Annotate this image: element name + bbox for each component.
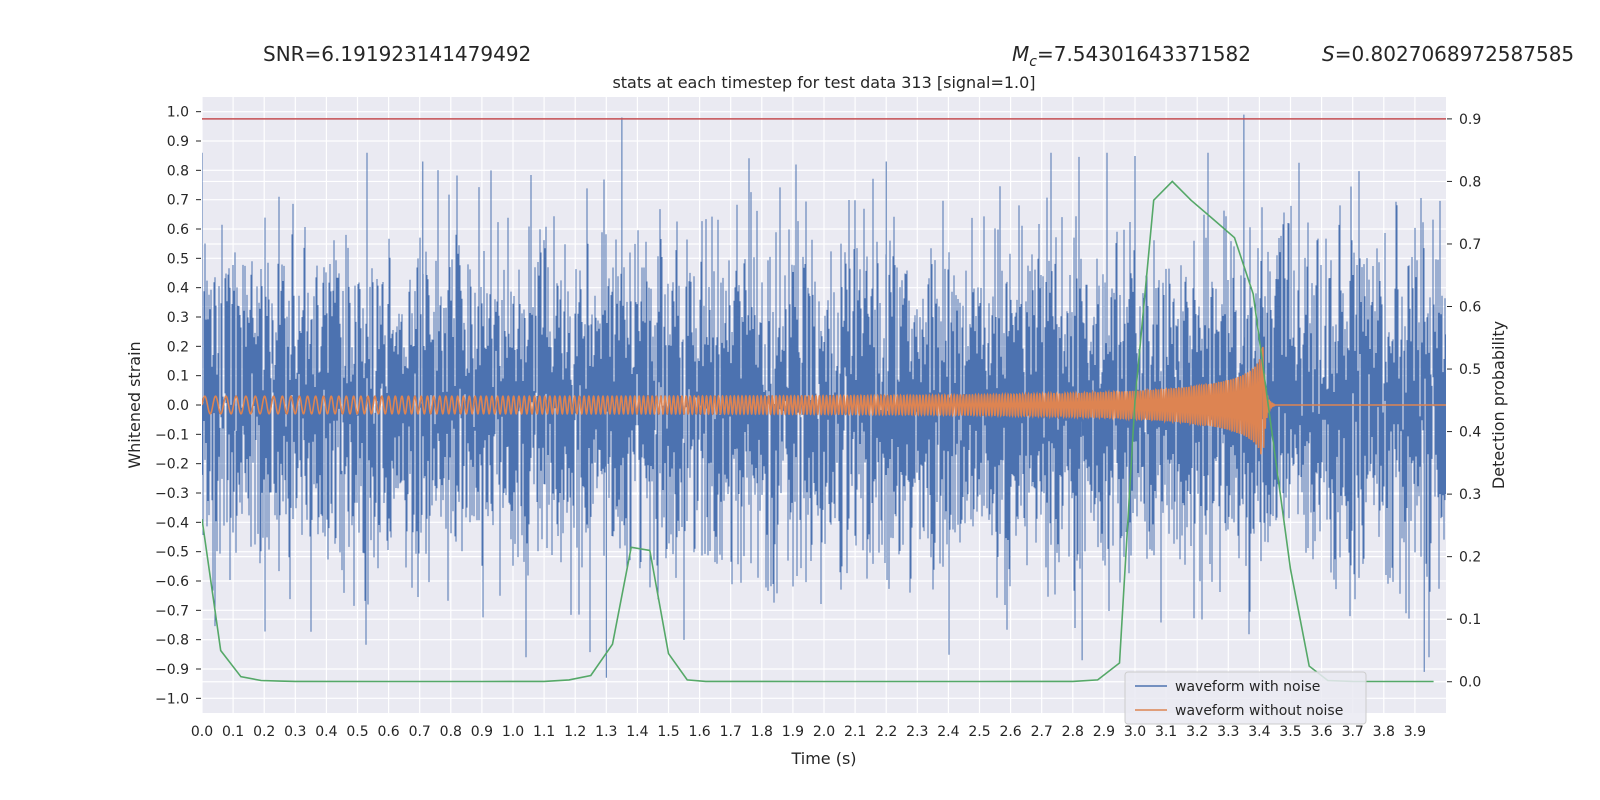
s-header: S=0.8027068972587585	[1322, 42, 1574, 66]
x-tick-label: 0.0	[191, 724, 213, 740]
x-tick-label: 2.6	[999, 724, 1021, 740]
y-tick-label: 0.7	[167, 193, 189, 209]
legend-label-clean: waveform without noise	[1175, 703, 1343, 719]
x-tick-label: 2.0	[813, 724, 835, 740]
y-tick-label: −0.3	[155, 486, 189, 502]
x-tick-label: 1.4	[626, 724, 648, 740]
chart-title: stats at each timestep for test data 313…	[612, 73, 1035, 92]
y-tick-label: 0.4	[167, 281, 189, 297]
x-tick-label: 3.1	[1155, 724, 1177, 740]
y2-tick-label: 0.1	[1459, 612, 1481, 628]
y2-axis-label: Detection probability	[1489, 321, 1508, 489]
x-tick-label: 1.1	[533, 724, 555, 740]
x-tick-label: 1.8	[751, 724, 773, 740]
chirp-mass-symbol: M	[1012, 42, 1029, 66]
x-tick-label: 0.9	[471, 724, 493, 740]
chirp-mass-value: =7.54301643371582	[1037, 42, 1251, 66]
x-tick-label: 2.9	[1093, 724, 1115, 740]
x-tick-label: 1.9	[782, 724, 804, 740]
y2-tick-label: 0.0	[1459, 675, 1481, 691]
x-tick-label: 1.7	[720, 724, 742, 740]
x-tick-label: 0.3	[284, 724, 306, 740]
y-tick-label: −0.1	[155, 427, 189, 443]
chirp-mass-subscript: c	[1029, 54, 1037, 70]
x-tick-label: 3.7	[1342, 724, 1364, 740]
y-tick-label: 0.3	[167, 310, 189, 326]
x-tick-label: 1.5	[657, 724, 679, 740]
x-tick-label: 3.2	[1186, 724, 1208, 740]
x-tick-label: 2.2	[875, 724, 897, 740]
x-axis-label: Time (s)	[790, 749, 856, 768]
x-tick-label: 2.1	[844, 724, 866, 740]
y-tick-label: −1.0	[155, 691, 189, 707]
x-tick-label: 0.1	[222, 724, 244, 740]
y-tick-label: −0.9	[155, 662, 189, 678]
y-tick-label: 0.9	[167, 134, 189, 150]
x-tick-label: 3.3	[1217, 724, 1239, 740]
y2-tick-label: 0.7	[1459, 237, 1481, 253]
x-tick-label: 3.4	[1248, 724, 1270, 740]
y-tick-label: 1.0	[167, 105, 189, 121]
x-tick-label: 1.0	[502, 724, 524, 740]
legend: waveform with noise waveform without noi…	[1124, 671, 1367, 725]
s-value: =0.8027068972587585	[1335, 42, 1574, 66]
legend-box	[1124, 671, 1367, 725]
y-tick-label: −0.2	[155, 457, 189, 473]
y2-tick-label: 0.5	[1459, 362, 1481, 378]
y2-tick-label: 0.2	[1459, 550, 1481, 566]
y-tick-label: 0.1	[167, 369, 189, 385]
s-symbol: S	[1322, 42, 1335, 66]
x-tick-label: 0.8	[440, 724, 462, 740]
y2-tick-label: 0.8	[1459, 174, 1481, 190]
chirp-mass-header: Mc=7.54301643371582	[1012, 42, 1251, 70]
legend-label-noise: waveform with noise	[1175, 679, 1320, 695]
y2-axis-ticks: 0.9 0.8 0.7 0.6 0.5 0.4 0.3 0.2 0.1 0.0	[1447, 112, 1481, 691]
y-tick-label: 0.8	[167, 163, 189, 179]
x-tick-label: 1.2	[564, 724, 586, 740]
x-tick-label: 0.4	[315, 724, 337, 740]
y-tick-label: −0.7	[155, 603, 189, 619]
y-tick-label: −0.5	[155, 545, 189, 561]
x-tick-label: 2.4	[937, 724, 959, 740]
x-tick-label: 2.3	[906, 724, 928, 740]
x-tick-label: 0.6	[377, 724, 399, 740]
series-layer	[202, 114, 1446, 683]
x-tick-label: 0.7	[409, 724, 431, 740]
y2-tick-label: 0.3	[1459, 487, 1481, 503]
series-waveform-without-noise	[202, 346, 1446, 455]
y-axis-ticks: 1.0 0.9 0.8 0.7 0.6 0.5 0.4 0.3 0.2 0.1 0.0 −0.1 −0.…	[155, 105, 201, 707]
y-tick-label: −0.6	[155, 574, 189, 590]
y2-tick-label: 0.4	[1459, 425, 1481, 441]
x-tick-label: 1.6	[688, 724, 710, 740]
x-axis-ticks: 0.0 0.1 0.2 0.3 0.4 0.5 0.6 0.7 0.8 0.9 1.0 1.1 1.2 1…	[191, 724, 1426, 740]
x-tick-label: 2.5	[968, 724, 990, 740]
x-tick-label: 0.5	[346, 724, 368, 740]
series-detection-probability	[202, 180, 1434, 683]
y-tick-label: 0.2	[167, 339, 189, 355]
x-tick-label: 3.9	[1404, 724, 1426, 740]
y2-tick-label: 0.9	[1459, 112, 1481, 128]
y-tick-label: 0.0	[167, 398, 189, 414]
y-axis-label: Whitened strain	[125, 341, 144, 468]
x-tick-label: 2.7	[1031, 724, 1053, 740]
y-tick-label: 0.5	[167, 251, 189, 267]
y-tick-label: −0.8	[155, 633, 189, 649]
y2-tick-label: 0.6	[1459, 300, 1481, 316]
x-tick-label: 3.8	[1373, 724, 1395, 740]
x-tick-label: 3.0	[1124, 724, 1146, 740]
x-tick-label: 3.6	[1310, 724, 1332, 740]
x-tick-label: 2.8	[1062, 724, 1084, 740]
x-tick-label: 1.3	[595, 724, 617, 740]
x-tick-label: 3.5	[1279, 724, 1301, 740]
x-tick-label: 0.2	[253, 724, 275, 740]
snr-header: SNR=6.191923141479492	[263, 42, 531, 66]
y-tick-label: 0.6	[167, 222, 189, 238]
y-tick-label: −0.4	[155, 515, 189, 531]
